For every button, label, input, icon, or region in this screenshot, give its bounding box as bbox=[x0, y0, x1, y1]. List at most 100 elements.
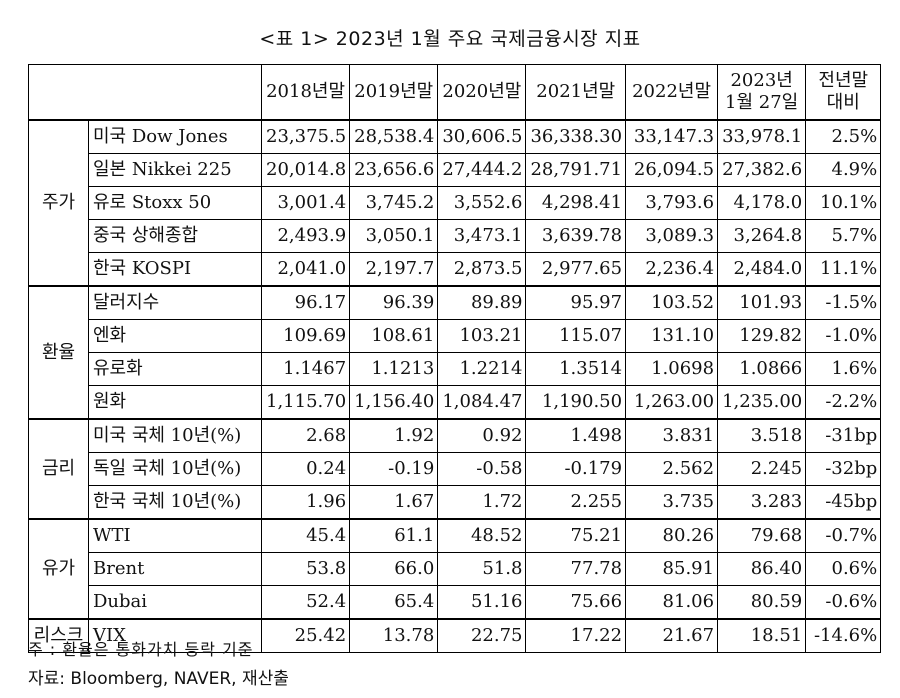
value-cell: 1.96 bbox=[260, 485, 351, 520]
value-cell: 1.1213 bbox=[349, 352, 439, 386]
market-indicator-table: 2018년말 2019년말 2020년말 2021년말 2022년말 2023년… bbox=[28, 64, 882, 653]
column-header: 2023년 1월 27일 bbox=[717, 64, 807, 121]
value-cell: -0.58 bbox=[437, 452, 527, 486]
group-label: 금리 bbox=[28, 418, 89, 520]
value-cell: 1.92 bbox=[349, 418, 439, 453]
value-cell: 3,473.1 bbox=[437, 219, 527, 253]
group-label: 주가 bbox=[28, 119, 89, 287]
value-cell: 22.75 bbox=[437, 618, 527, 653]
value-cell: 45.4 bbox=[260, 518, 351, 553]
table-row: 유로화 1.1467 1.1213 1.2214 1.3514 1.0698 1.0866 1… bbox=[29, 352, 882, 386]
group-label: 환율 bbox=[28, 285, 89, 420]
value-cell: 2.562 bbox=[625, 452, 719, 486]
value-cell: 2,236.4 bbox=[625, 252, 719, 287]
column-header: 2019년말 bbox=[349, 64, 439, 121]
table-title: <표 1> 2023년 1월 주요 국제금융시장 지표 bbox=[259, 28, 641, 50]
value-cell: -0.179 bbox=[525, 452, 627, 486]
table-group: 주가 미국 Dow Jones 23,375.5 28,538.4 30,606.5 36… bbox=[28, 119, 882, 287]
value-cell: 101.93 bbox=[717, 285, 807, 320]
column-header: 전년말 대비 bbox=[805, 64, 882, 121]
value-cell: 27,382.6 bbox=[717, 153, 807, 187]
value-cell: 53.8 bbox=[260, 552, 351, 586]
table-row: 유가 WTI 45.4 61.1 48.52 75.21 80.26 79.68 -0.7% bbox=[28, 518, 882, 620]
table-row: 일본 Nikkei 225 20,014.8 23,656.6 27,444.2 28,… bbox=[29, 153, 882, 187]
value-cell: -0.19 bbox=[349, 452, 439, 486]
column-header: 2020년말 bbox=[437, 64, 527, 121]
value-cell: -31bp bbox=[805, 418, 882, 453]
value-cell: 89.89 bbox=[437, 285, 527, 320]
row-label: 달러지수 bbox=[88, 285, 262, 320]
value-cell: 2,977.65 bbox=[525, 252, 627, 287]
value-cell: 4,298.41 bbox=[525, 186, 627, 220]
table-row: 한국 국체 10년(%) 1.96 1.67 1.72 2.255 3.735 3.283-… bbox=[29, 485, 882, 520]
table-row: 중국 상해종합 2,493.9 3,050.1 3,473.1 3,639.78 3,08… bbox=[29, 219, 882, 253]
value-cell: 1,263.00 bbox=[625, 385, 719, 420]
value-cell: 3,745.2 bbox=[349, 186, 439, 220]
value-cell: 61.1 bbox=[349, 518, 439, 553]
row-label: 유로화 bbox=[88, 352, 262, 386]
value-cell: 51.16 bbox=[437, 585, 527, 620]
value-cell: 1,190.50 bbox=[525, 385, 627, 420]
value-cell: 52.4 bbox=[260, 585, 351, 620]
value-cell: 109.69 bbox=[260, 319, 351, 353]
row-label: 한국 KOSPI bbox=[88, 252, 262, 287]
value-cell: 2,041.0 bbox=[260, 252, 351, 287]
column-header: 2021년말 bbox=[525, 64, 627, 121]
value-cell: 65.4 bbox=[349, 585, 439, 620]
value-cell: 2.68 bbox=[260, 418, 351, 453]
group-label: 리스크 bbox=[28, 618, 89, 653]
value-cell: 36,338.30 bbox=[525, 119, 627, 154]
value-cell: -0.7% bbox=[805, 518, 882, 553]
value-cell: 2,873.5 bbox=[437, 252, 527, 287]
header-row: 2018년말 2019년말 2020년말 2021년말 2022년말 2023년… bbox=[28, 64, 882, 121]
row-label: WTI bbox=[88, 518, 262, 553]
value-cell: 1.0698 bbox=[625, 352, 719, 386]
value-cell: 85.91 bbox=[625, 552, 719, 586]
table-group: 금리 미국 국체 10년(%) 2.68 1.92 0.92 1.498 3.831 3.51… bbox=[28, 418, 882, 520]
value-cell: 0.6% bbox=[805, 552, 882, 586]
value-cell: 3,264.8 bbox=[717, 219, 807, 253]
value-cell: 4.9% bbox=[805, 153, 882, 187]
column-header: 2022년말 bbox=[625, 64, 719, 121]
row-label: 엔화 bbox=[88, 319, 262, 353]
value-cell: 3.283 bbox=[717, 485, 807, 520]
value-cell: 3.735 bbox=[625, 485, 719, 520]
value-cell: 108.61 bbox=[349, 319, 439, 353]
value-cell: 3.831 bbox=[625, 418, 719, 453]
value-cell: 23,656.6 bbox=[349, 153, 439, 187]
footnote: 주 : 환율은 통화가치 등락 기준 bbox=[28, 640, 254, 659]
value-cell: 25.42 bbox=[260, 618, 351, 653]
value-cell: 3,639.78 bbox=[525, 219, 627, 253]
value-cell: 5.7% bbox=[805, 219, 882, 253]
value-cell: 81.06 bbox=[625, 585, 719, 620]
value-cell: 17.22 bbox=[525, 618, 627, 653]
row-label: 중국 상해종합 bbox=[88, 219, 262, 253]
table-group: 리스크 VIX 25.42 13.78 22.75 17.22 21.67 18.51 -14.… bbox=[28, 618, 882, 653]
value-cell: 27,444.2 bbox=[437, 153, 527, 187]
value-cell: 77.78 bbox=[525, 552, 627, 586]
value-cell: 103.52 bbox=[625, 285, 719, 320]
value-cell: 2.255 bbox=[525, 485, 627, 520]
value-cell: 75.21 bbox=[525, 518, 627, 553]
value-cell: 3,552.6 bbox=[437, 186, 527, 220]
row-label: 미국 Dow Jones bbox=[88, 119, 262, 154]
value-cell: -14.6% bbox=[805, 618, 882, 653]
header-corner-cell bbox=[28, 64, 262, 121]
table-group: 환율 달러지수 96.17 96.39 89.89 95.97 103.52 101.93 -1… bbox=[28, 285, 882, 420]
table-row: Brent 53.8 66.0 51.8 77.78 85.91 86.40 0.6% bbox=[29, 552, 882, 586]
value-cell: -2.2% bbox=[805, 385, 882, 420]
value-cell: 3,050.1 bbox=[349, 219, 439, 253]
value-cell: 2,484.0 bbox=[717, 252, 807, 287]
value-cell: 0.24 bbox=[260, 452, 351, 486]
value-cell: 103.21 bbox=[437, 319, 527, 353]
value-cell: 28,791.71 bbox=[525, 153, 627, 187]
value-cell: 3.518 bbox=[717, 418, 807, 453]
value-cell: 1,235.00 bbox=[717, 385, 807, 420]
value-cell: 23,375.5 bbox=[260, 119, 351, 154]
value-cell: 80.59 bbox=[717, 585, 807, 620]
row-label: Dubai bbox=[88, 585, 262, 620]
value-cell: 96.39 bbox=[349, 285, 439, 320]
row-label: 한국 국체 10년(%) bbox=[88, 485, 262, 520]
value-cell: 30,606.5 bbox=[437, 119, 527, 154]
value-cell: 80.26 bbox=[625, 518, 719, 553]
